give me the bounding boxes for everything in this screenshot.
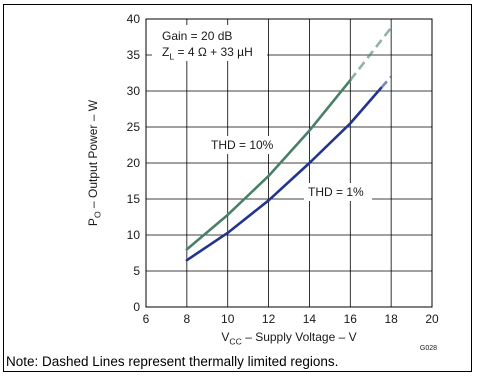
- thd1-label-bg: [304, 183, 372, 201]
- y-tick-label: 10: [127, 228, 141, 242]
- y-tick-label: 20: [127, 156, 141, 170]
- y-tick-label: 40: [127, 12, 141, 26]
- x-tick-label: 14: [303, 312, 317, 326]
- conditions-bg: [152, 25, 267, 61]
- series-line-thd10: [185, 78, 352, 251]
- gain-annotation: Gain = 20 dB: [162, 29, 232, 43]
- y-tick-label: 5: [133, 264, 140, 278]
- x-tick-label: 16: [344, 312, 358, 326]
- series-lines: [185, 26, 393, 262]
- series-line-thd1: [185, 86, 383, 262]
- series-dashed-thd1: [379, 75, 393, 89]
- thd1-label: THD = 1%: [308, 185, 364, 199]
- y-tick-label: 15: [127, 192, 141, 206]
- series-dashed-thd10: [349, 26, 393, 81]
- y-axis-label: PO – Output Power – W: [86, 99, 102, 226]
- thd10-label-bg: [207, 136, 277, 154]
- load-annotation: ZL = 4 Ω + 33 µH: [162, 45, 253, 61]
- figure-frame: [3, 4, 472, 372]
- x-tick-label: 8: [184, 312, 191, 326]
- y-tick-label: 0: [133, 300, 140, 314]
- ticks: 6 8 10 12 14 16 18 20 0 5 10 15 20 25 30 35 40: [127, 12, 439, 326]
- plot-border: [145, 18, 433, 308]
- thd10-label: THD = 10%: [211, 138, 274, 152]
- x-axis-label: VCC – Supply Voltage – V: [221, 330, 356, 346]
- y-tick-label: 30: [127, 84, 141, 98]
- annotations: VCC – Supply Voltage – V PO – Output Powe…: [86, 25, 437, 352]
- x-tick-label: 20: [425, 312, 439, 326]
- x-tick-label: 6: [143, 312, 150, 326]
- x-tick-label: 18: [384, 312, 398, 326]
- x-tick-label: 12: [262, 312, 276, 326]
- figure-id: G028: [420, 345, 437, 352]
- grid: [146, 19, 432, 307]
- footnote: Note: Dashed Lines represent thermally l…: [6, 354, 339, 369]
- y-tick-label: 35: [127, 48, 141, 62]
- y-tick-label: 25: [127, 120, 141, 134]
- x-tick-label: 10: [221, 312, 235, 326]
